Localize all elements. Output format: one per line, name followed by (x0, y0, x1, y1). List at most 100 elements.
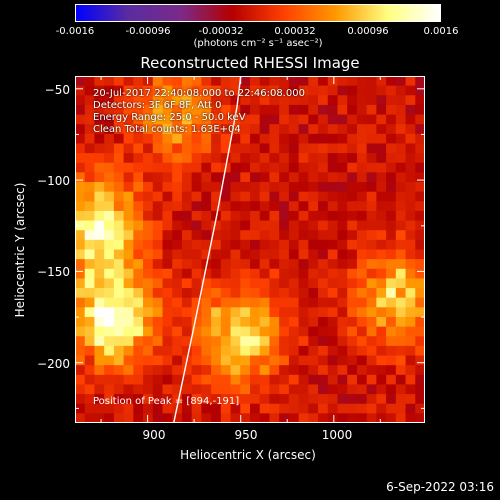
heatmap-cell (269, 85, 280, 96)
heatmap-cell (250, 336, 261, 347)
heatmap-cell (250, 249, 261, 260)
heatmap-cell (94, 230, 105, 241)
heatmap-cell (386, 413, 397, 423)
heatmap-cell (162, 182, 173, 193)
heatmap-cell (366, 413, 377, 423)
heatmap-cell (259, 220, 271, 231)
heatmap-cell (191, 182, 202, 193)
heatmap-cell (405, 394, 416, 405)
heatmap-cell (318, 374, 329, 386)
heatmap-cell (415, 114, 425, 125)
heatmap-cell (94, 95, 105, 106)
heatmap-cell (376, 297, 387, 308)
heatmap-cell (143, 259, 154, 270)
heatmap-cell (84, 345, 96, 357)
heatmap-cell (162, 162, 173, 173)
heatmap-cell (162, 259, 173, 270)
heatmap-cell (366, 85, 377, 96)
heatmap-cell (327, 133, 339, 145)
heatmap-cell (356, 259, 368, 270)
heatmap-cell (405, 403, 416, 414)
heatmap-cell (395, 114, 407, 125)
heatmap-cell (172, 95, 183, 106)
heatmap-cell (211, 345, 222, 357)
heatmap-cell (94, 374, 105, 386)
heatmap-cell (162, 239, 173, 251)
heatmap-cell (133, 114, 144, 125)
heatmap-cell (298, 413, 309, 423)
heatmap-cell (113, 365, 125, 376)
heatmap-cell (327, 384, 339, 395)
heatmap-cell (259, 394, 271, 405)
heatmap-cell (172, 191, 183, 202)
heatmap-cell (211, 172, 222, 183)
heatmap-cell (337, 384, 348, 395)
heatmap-cell (356, 345, 368, 357)
heatmap-cell (386, 355, 397, 366)
heatmap-cell (250, 288, 261, 299)
heatmap-cell (386, 336, 397, 347)
heatmap-cell (201, 114, 212, 125)
heatmap-cell (162, 374, 173, 386)
heatmap-cell (240, 114, 251, 125)
heatmap-cell (337, 201, 348, 212)
heatmap-cell (337, 403, 348, 414)
heatmap-cell (162, 76, 173, 87)
heatmap-cell (269, 143, 280, 154)
heatmap-cell (172, 268, 183, 280)
heatmap-cell (327, 76, 339, 87)
heatmap-cell (181, 336, 193, 347)
heatmap-cell (347, 162, 358, 173)
heatmap-cell (327, 336, 339, 347)
heatmap-cell (337, 114, 348, 125)
heatmap-cell (318, 278, 329, 289)
heatmap-cell (75, 345, 86, 357)
heatmap-cell (279, 259, 290, 270)
heatmap-cell (250, 143, 261, 154)
heatmap-cell (405, 230, 416, 241)
heatmap-cell (415, 191, 425, 202)
heatmap-cell (395, 220, 407, 231)
heatmap-cell (181, 403, 193, 414)
heatmap-cell (250, 153, 261, 164)
heatmap-cell (386, 345, 397, 357)
heatmap-cell (181, 249, 193, 260)
heatmap-cell (133, 162, 144, 173)
heatmap-cell (376, 249, 387, 260)
heatmap-cell (308, 297, 319, 308)
heatmap-cell (181, 210, 193, 222)
heatmap-cell (269, 124, 280, 135)
time-range: 20-Jul-2017 22:40:08.000 to 22:46:08.000 (93, 88, 305, 99)
heatmap-cell (211, 220, 222, 231)
heatmap-cell (298, 220, 309, 231)
heatmap-cell (318, 297, 329, 308)
heatmap-cell (250, 104, 261, 116)
heatmap-cell (172, 143, 183, 154)
heatmap-cell (172, 162, 183, 173)
heatmap-cell (94, 182, 105, 193)
heatmap-cell (113, 403, 125, 414)
heatmap-cell (84, 316, 96, 328)
heatmap-cell (123, 239, 134, 251)
heatmap-cell (133, 201, 144, 212)
colorbar-units: (photons cm⁻² s⁻¹ asec⁻²) (193, 38, 323, 49)
heatmap-cell (308, 172, 319, 183)
heatmap-cell (230, 288, 241, 299)
heatmap-cell (318, 239, 329, 251)
heatmap-cell (337, 162, 348, 173)
heatmap-cell (75, 365, 86, 376)
heatmap-cell (337, 374, 348, 386)
heatmap-cell (327, 345, 339, 357)
y-tick-label: −150 (37, 265, 70, 279)
heatmap-cell (201, 201, 212, 212)
heatmap-cell (250, 220, 261, 231)
heatmap-cell (269, 394, 280, 405)
heatmap-cell (133, 394, 144, 405)
heatmap-cell (347, 384, 358, 395)
heatmap-cell (113, 288, 125, 299)
heatmap-cell (347, 191, 358, 202)
heatmap-cell (337, 394, 348, 405)
heatmap-cell (405, 288, 416, 299)
heatmap-cell (288, 249, 300, 260)
heatmap-cell (143, 384, 154, 395)
